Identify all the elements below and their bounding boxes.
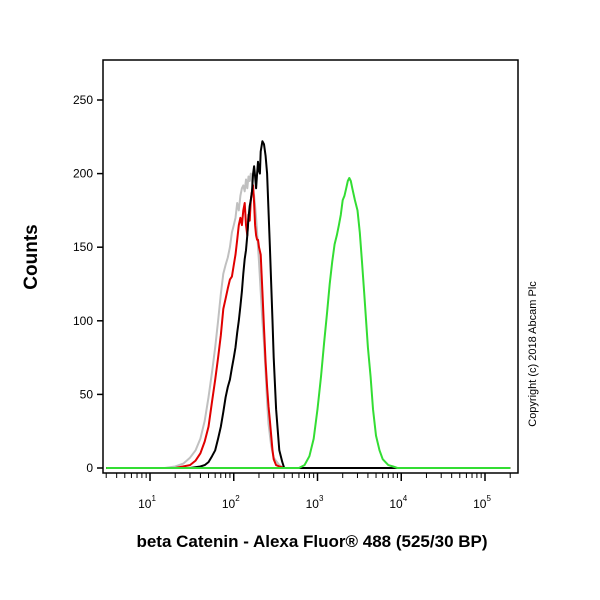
series-line-2: [106, 184, 511, 469]
x-tick-label: 105: [473, 494, 491, 511]
y-tick-label: 50: [80, 387, 94, 401]
series-line-4: [106, 177, 511, 469]
x-tick-label: 103: [306, 494, 324, 511]
y-tick-label: 150: [73, 240, 93, 254]
y-tick-label: 200: [73, 167, 93, 181]
series-line-1: [106, 172, 511, 469]
plot-lines: [106, 140, 511, 469]
y-tick-label: 0: [86, 461, 93, 475]
y-tick-label: 100: [73, 314, 93, 328]
y-axis-title: Counts: [21, 224, 42, 289]
y-axis: 0 50 100 150 200 250: [73, 93, 103, 475]
series-line-3: [106, 140, 511, 469]
plot-frame: [102, 59, 519, 474]
x-tick-label: 101: [138, 494, 156, 511]
x-tick-label: 104: [389, 494, 407, 511]
x-axis: 101 102 103 104 105: [105, 473, 511, 511]
x-axis-title: beta Catenin - Alexa Fluor® 488 (525/30 …: [136, 532, 487, 551]
x-tick-label: 102: [222, 494, 240, 511]
copyright-annotation: Copyright (c) 2018 Abcam Plc: [527, 281, 539, 427]
y-tick-label: 250: [73, 93, 93, 107]
